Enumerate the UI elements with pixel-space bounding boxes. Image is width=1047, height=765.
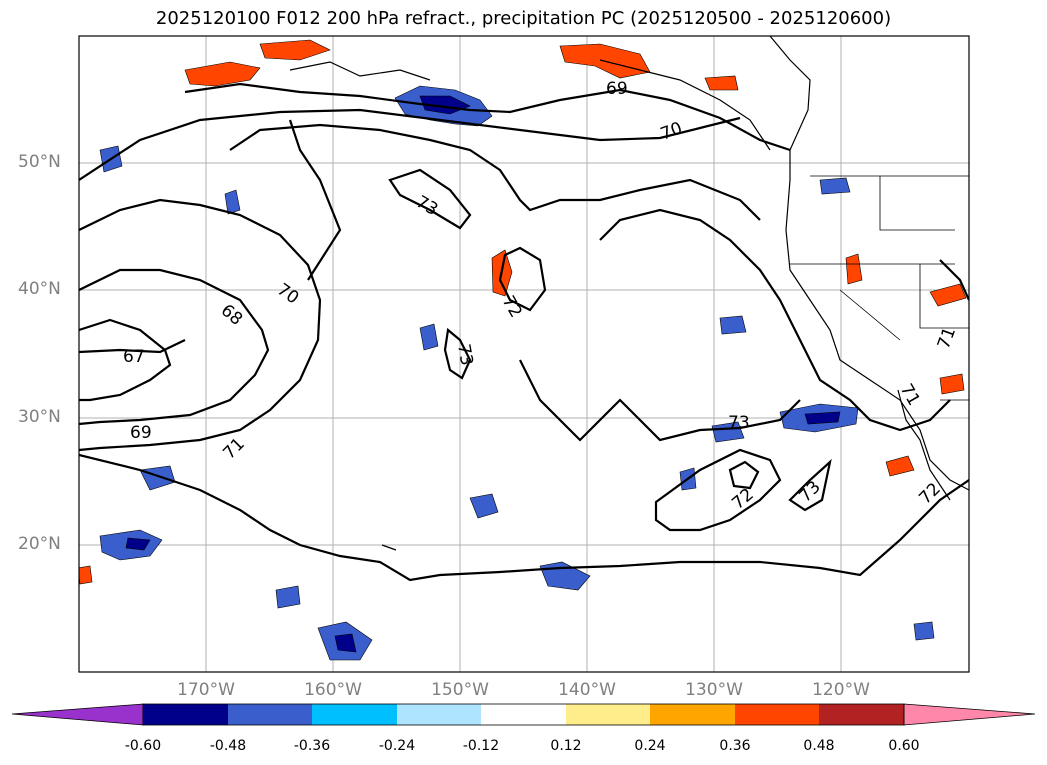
coastlines — [289, 36, 969, 551]
lat-tick-label: 20°N — [18, 534, 61, 554]
precip-negative-patch — [711, 421, 745, 443]
colorbar-tick-label: 0.36 — [719, 738, 751, 754]
colorbar-tick-label: -0.36 — [293, 738, 331, 754]
precip-negative-patch — [913, 621, 935, 641]
map-title: 2025120100 F012 200 hPa refract., precip… — [155, 8, 892, 29]
colorbar-extend-low — [11, 703, 144, 726]
colorbar-bin — [397, 704, 481, 725]
colorbar — [11, 703, 1036, 726]
contour-label: 68 — [217, 301, 246, 330]
colorbar-tick-label: -0.12 — [462, 738, 500, 754]
contour-label: 72 — [728, 485, 757, 514]
lon-tick-label: 130°W — [685, 680, 743, 700]
precip-positive-patch — [845, 253, 863, 285]
contour-label: 71 — [219, 434, 248, 463]
lon-tick-label: 150°W — [431, 680, 489, 700]
precip-positive-patch — [885, 455, 915, 477]
colorbar-bin — [312, 704, 397, 725]
colorbar-bin — [650, 704, 735, 725]
precip-negative-core — [804, 411, 841, 425]
lat-tick-label: 40°N — [18, 279, 61, 299]
precip-positive-patch — [184, 61, 261, 87]
contour-label: 72 — [915, 479, 944, 508]
lon-tick-label: 140°W — [558, 680, 616, 700]
precip-positive-patch — [939, 373, 965, 395]
contour-label: 71 — [896, 381, 924, 410]
precip-negative-core — [125, 537, 151, 551]
map-plot-area: 69 70 73 70 68 67 69 71 72 73 73 72 73 7… — [79, 36, 969, 672]
state-borders — [790, 175, 969, 401]
lat-tick-label: 50°N — [18, 152, 61, 172]
lon-tick-label: 160°W — [304, 680, 362, 700]
precip-positive-patch — [704, 75, 739, 91]
precip-negative-patch — [139, 465, 176, 491]
colorbar-bin — [819, 704, 904, 725]
contour-label: 69 — [606, 79, 628, 99]
map-frame — [78, 35, 970, 673]
contour-label: 72 — [498, 293, 526, 322]
lon-tick-label: 120°W — [812, 680, 870, 700]
colorbar-bin — [228, 704, 312, 725]
precip-negative-patch — [275, 585, 301, 609]
colorbar-tick-label: 0.48 — [803, 738, 835, 754]
colorbar-bin — [143, 704, 228, 725]
colorbar-tick-label: 0.60 — [888, 738, 920, 754]
refractivity-contours — [79, 82, 969, 582]
precip-negative-core — [334, 633, 357, 653]
colorbar-extend-high — [903, 703, 1036, 726]
contour-label: 67 — [123, 347, 145, 367]
precip-shading — [79, 39, 967, 661]
colorbar-tick-label: -0.48 — [209, 738, 247, 754]
colorbar-tick-label: -0.60 — [124, 738, 162, 754]
precip-positive-patch — [929, 283, 967, 307]
contour-label: 70 — [658, 119, 685, 145]
colorbar-tick-label: 0.12 — [550, 738, 582, 754]
precip-negative-patch — [419, 323, 439, 351]
contour-label: 73 — [728, 413, 750, 433]
precip-positive-patch — [79, 565, 93, 585]
contour-label: 70 — [273, 280, 302, 309]
colorbar-bin — [735, 704, 819, 725]
lon-tick-label: 170°W — [177, 680, 235, 700]
contour-label: 73 — [453, 342, 476, 367]
colorbar-bin — [566, 704, 650, 725]
colorbar-bin — [481, 704, 566, 725]
precip-negative-patch — [224, 189, 241, 215]
precip-negative-patch — [719, 315, 747, 335]
precip-positive-patch — [259, 39, 331, 61]
contour-label: 73 — [413, 192, 442, 220]
contour-label: 71 — [934, 325, 960, 352]
precip-negative-patch — [469, 493, 499, 519]
colorbar-tick-label: 0.24 — [634, 738, 666, 754]
precip-negative-patch — [819, 177, 851, 195]
lat-tick-label: 30°N — [18, 407, 61, 427]
contour-label: 69 — [130, 423, 152, 443]
colorbar-tick-label: -0.24 — [378, 738, 416, 754]
